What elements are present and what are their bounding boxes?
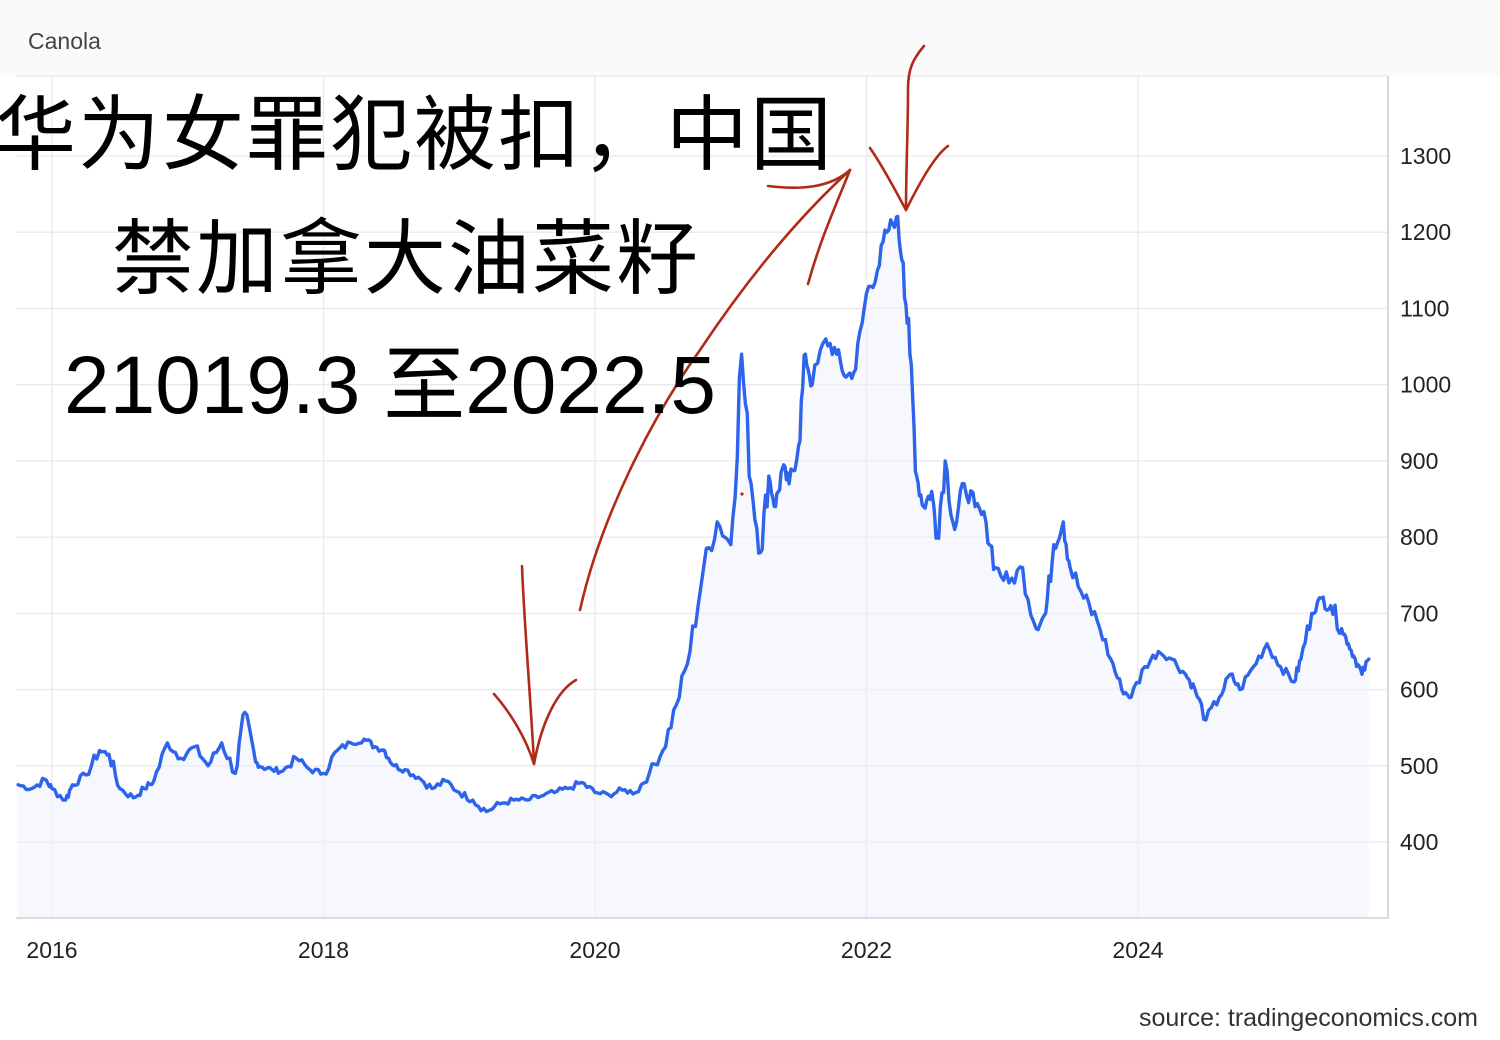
annotation-ink-dot	[740, 492, 744, 496]
y-tick-label: 900	[1400, 448, 1438, 474]
annotation-rising-arrowhead-bottom	[806, 168, 852, 286]
chart-title: Canola	[28, 28, 101, 54]
y-tick-label: 400	[1400, 829, 1438, 855]
annotation-rising-curve	[578, 168, 852, 612]
source-credit: source: tradingeconomics.com	[1138, 1004, 1478, 1032]
y-tick-label: 700	[1400, 600, 1438, 626]
annotation-text-line-1: 华为女罪犯被扣，中国	[0, 88, 835, 183]
y-tick-label: 1000	[1400, 372, 1451, 398]
y-tick-label: 1300	[1400, 143, 1451, 169]
annotation-arrow-down-2022	[904, 44, 926, 210]
x-tick-label: 2016	[26, 937, 77, 963]
axis-layer: 400 500 600 700 800 900 1000 1100 1200 1300 2016 20…	[16, 76, 1451, 963]
y-tick-label: 500	[1400, 753, 1438, 779]
x-tick-label: 2024	[1112, 937, 1163, 963]
handwritten-annotation-layer	[492, 44, 950, 766]
annotation-arrow-down-2019	[520, 564, 536, 764]
area-layer	[18, 216, 1369, 918]
x-tick-label: 2020	[569, 937, 620, 963]
y-tick-label: 1200	[1400, 219, 1451, 245]
x-tick-label: 2018	[298, 937, 349, 963]
chart-header-bar	[0, 0, 1500, 76]
annotation-text-line-2: 禁加拿大油菜籽	[112, 212, 701, 307]
y-tick-label: 1100	[1400, 295, 1449, 321]
line-layer	[16, 214, 1371, 814]
annotation-arrowhead-2022-left	[868, 146, 908, 212]
series-area	[18, 216, 1369, 918]
series-line-canola	[16, 214, 1371, 814]
annotation-arrowhead-2019-left	[492, 692, 536, 766]
annotation-rising-arrowhead-top	[766, 168, 852, 190]
x-tick-label: 2022	[841, 937, 892, 963]
annotation-arrowhead-2022-right	[904, 144, 950, 212]
y-tick-label: 600	[1400, 677, 1438, 703]
y-tick-label: 800	[1400, 524, 1438, 550]
annotation-arrowhead-2019-right	[532, 678, 578, 766]
annotation-text-line-3: 21019.3 至2022.5	[64, 340, 716, 431]
